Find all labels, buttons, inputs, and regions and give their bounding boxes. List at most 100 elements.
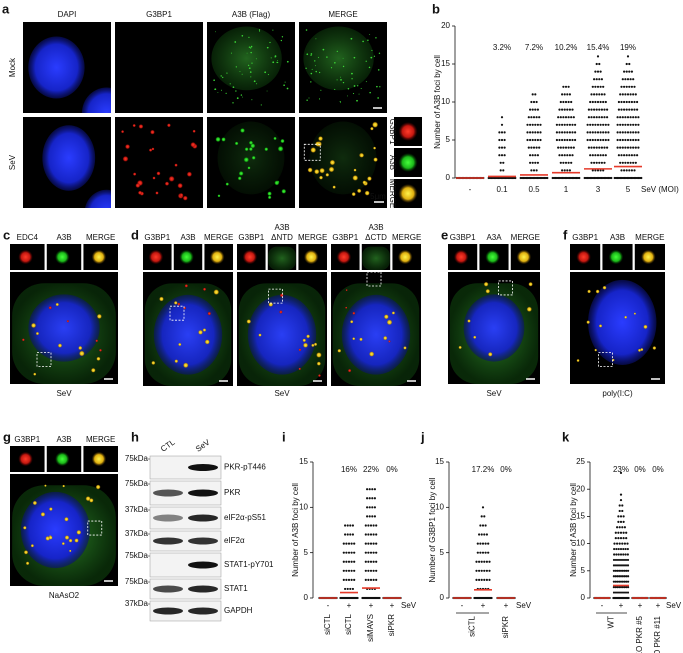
dot <box>621 116 624 119</box>
dot <box>483 560 486 563</box>
focus <box>267 195 272 200</box>
dot <box>368 497 371 500</box>
micrograph <box>634 244 665 270</box>
focus <box>587 289 592 294</box>
focus <box>138 124 144 129</box>
focus <box>359 337 363 342</box>
dot <box>614 564 618 567</box>
dot <box>619 138 622 142</box>
dot <box>606 146 609 149</box>
focus <box>373 146 377 150</box>
micrograph <box>10 272 118 384</box>
dot <box>625 108 628 111</box>
panel-letter: a <box>2 1 10 16</box>
focus <box>306 334 311 339</box>
focus <box>258 29 261 31</box>
micrograph <box>23 22 111 113</box>
dot <box>634 131 637 134</box>
dot <box>602 131 605 134</box>
dot <box>633 85 636 88</box>
dot <box>602 85 605 88</box>
dot <box>529 154 532 157</box>
dot-row <box>557 116 575 119</box>
focus <box>286 60 289 63</box>
dot <box>612 591 616 594</box>
focus <box>315 352 322 358</box>
focus <box>246 52 248 54</box>
focus <box>376 85 378 88</box>
dot <box>353 560 356 563</box>
dot <box>616 569 619 572</box>
dot <box>600 78 604 81</box>
dot-row <box>529 161 540 164</box>
focus <box>242 96 243 98</box>
dot-row <box>476 542 490 545</box>
dot <box>567 100 570 104</box>
focus <box>76 529 82 535</box>
dot <box>627 569 630 572</box>
focus <box>340 76 342 78</box>
dot-row <box>366 497 376 500</box>
focus <box>473 335 477 339</box>
dot <box>594 169 597 172</box>
dot <box>529 108 532 111</box>
dot <box>563 154 566 157</box>
panel-letter: b <box>432 1 440 16</box>
micrograph <box>10 446 45 472</box>
focus <box>528 281 533 287</box>
dot <box>628 62 631 66</box>
dot <box>628 154 631 157</box>
dot-row <box>621 78 635 81</box>
dot <box>614 537 617 540</box>
dot-row <box>498 131 506 134</box>
dot <box>561 93 564 96</box>
caption: SeV <box>56 389 72 398</box>
dot <box>624 138 627 142</box>
inset-label: G3BP1 <box>388 119 397 145</box>
blot-label: eIF2α <box>224 536 245 545</box>
cytoplasm <box>268 246 296 270</box>
dot <box>500 123 504 126</box>
dot-row <box>562 85 570 88</box>
focus <box>61 541 65 546</box>
dot <box>586 138 589 142</box>
dot <box>498 146 501 149</box>
dot <box>480 533 483 536</box>
focus <box>248 67 251 70</box>
dot <box>634 161 637 164</box>
dot <box>488 560 491 563</box>
dot <box>637 123 640 126</box>
focus <box>280 39 283 42</box>
y-tick-label: 5 <box>304 548 309 557</box>
dot <box>536 131 540 134</box>
dot <box>344 524 347 527</box>
dot-row <box>366 506 376 509</box>
dot <box>625 70 628 73</box>
focus <box>213 289 220 296</box>
dot <box>568 123 572 126</box>
focus <box>214 88 217 90</box>
dot-row <box>530 169 538 172</box>
dot <box>622 515 625 518</box>
focus <box>209 249 225 265</box>
dot <box>593 78 596 81</box>
micrograph <box>46 244 82 270</box>
dot <box>629 161 632 164</box>
dot <box>628 108 631 111</box>
dot <box>561 169 564 172</box>
percent-label: 0% <box>634 465 646 474</box>
focus <box>624 315 628 319</box>
dot <box>369 569 373 572</box>
dot <box>480 578 483 581</box>
dot <box>632 78 635 81</box>
dot <box>566 154 569 157</box>
focus <box>383 314 389 320</box>
blot-label: STAT1-pY701 <box>224 560 274 569</box>
dot <box>617 108 621 111</box>
dot-row <box>591 169 605 172</box>
dot <box>371 515 374 518</box>
dot <box>373 515 376 518</box>
dot <box>625 100 628 104</box>
x-tick-label: 5 <box>626 185 631 194</box>
